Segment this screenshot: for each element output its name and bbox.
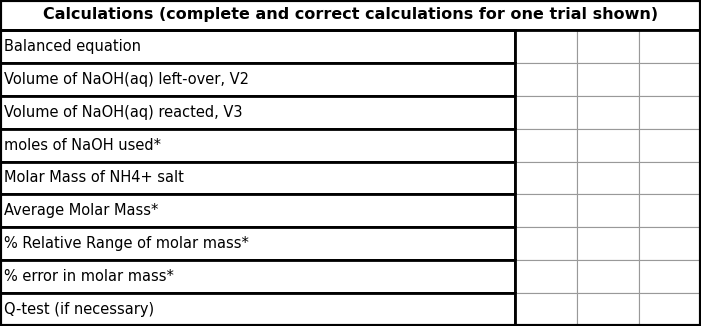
Bar xyxy=(0,227,515,260)
Bar xyxy=(0,30,515,63)
Text: Average Molar Mass*: Average Molar Mass* xyxy=(4,203,158,218)
Bar xyxy=(639,129,701,162)
Text: Calculations (complete and correct calculations for one trial shown): Calculations (complete and correct calcu… xyxy=(43,7,658,22)
Bar xyxy=(639,194,701,227)
Bar xyxy=(515,227,577,260)
Bar xyxy=(515,162,577,194)
Bar xyxy=(515,194,577,227)
Bar xyxy=(0,162,515,194)
Bar xyxy=(0,260,515,293)
Bar xyxy=(0,129,515,162)
Bar xyxy=(639,63,701,96)
Bar xyxy=(0,0,701,30)
Text: % Relative Range of molar mass*: % Relative Range of molar mass* xyxy=(4,236,249,251)
Bar xyxy=(515,293,577,326)
Bar xyxy=(639,162,701,194)
Text: Volume of NaOH(aq) reacted, V3: Volume of NaOH(aq) reacted, V3 xyxy=(4,105,243,120)
Bar xyxy=(515,260,577,293)
Bar xyxy=(639,227,701,260)
Text: Volume of NaOH(aq) left-over, V2: Volume of NaOH(aq) left-over, V2 xyxy=(4,72,249,87)
Text: % error in molar mass*: % error in molar mass* xyxy=(4,269,174,284)
Bar xyxy=(0,293,515,326)
Text: Balanced equation: Balanced equation xyxy=(4,39,141,54)
Bar xyxy=(577,96,639,129)
Bar xyxy=(0,194,515,227)
Bar xyxy=(577,227,639,260)
Bar xyxy=(577,30,639,63)
Text: Q-test (if necessary): Q-test (if necessary) xyxy=(4,302,154,317)
Bar xyxy=(515,96,577,129)
Bar xyxy=(0,63,515,96)
Text: Molar Mass of NH4+ salt: Molar Mass of NH4+ salt xyxy=(4,170,184,185)
Bar xyxy=(639,260,701,293)
Bar xyxy=(577,162,639,194)
Bar xyxy=(515,63,577,96)
Bar xyxy=(639,30,701,63)
Bar xyxy=(577,260,639,293)
Bar xyxy=(577,293,639,326)
Bar xyxy=(577,194,639,227)
Bar xyxy=(515,129,577,162)
Text: moles of NaOH used*: moles of NaOH used* xyxy=(4,138,161,153)
Bar xyxy=(577,63,639,96)
Bar xyxy=(577,129,639,162)
Bar xyxy=(515,30,577,63)
Bar xyxy=(0,96,515,129)
Bar xyxy=(639,96,701,129)
Bar xyxy=(639,293,701,326)
